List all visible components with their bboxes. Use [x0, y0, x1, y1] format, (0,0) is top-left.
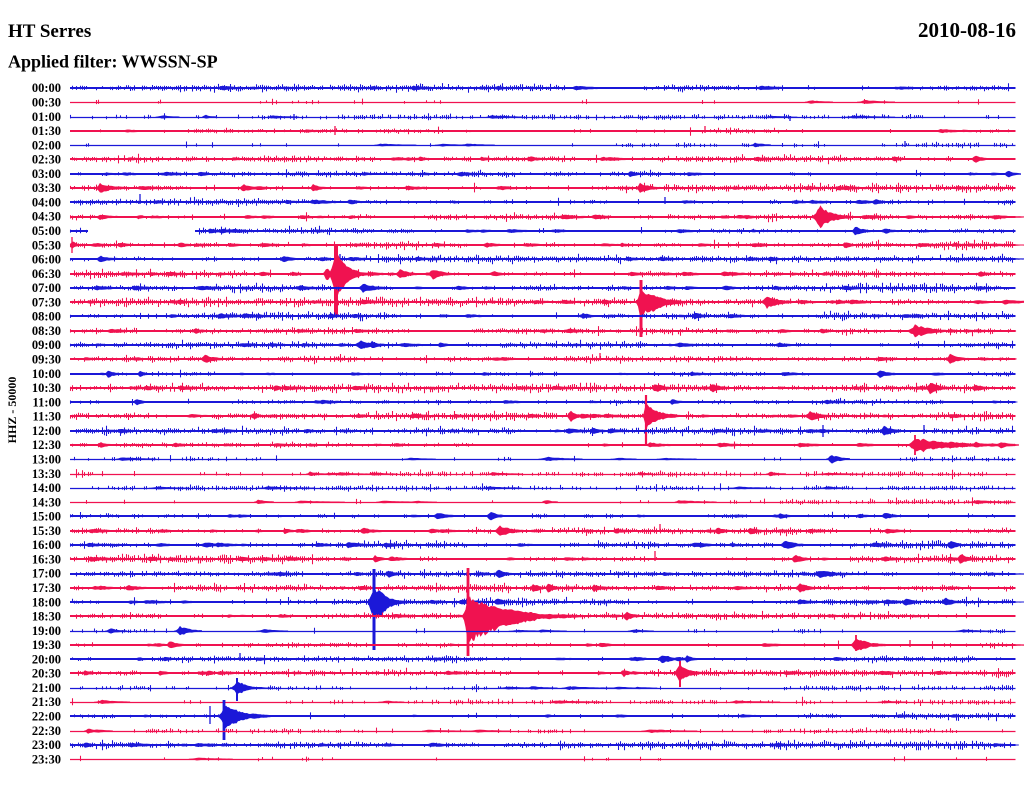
svg-text:06:30: 06:30 [32, 267, 61, 281]
svg-text:08:30: 08:30 [32, 324, 61, 338]
svg-text:22:30: 22:30 [32, 724, 61, 738]
svg-text:18:00: 18:00 [32, 595, 61, 609]
svg-text:10:00: 10:00 [32, 367, 61, 381]
svg-text:20:30: 20:30 [32, 667, 61, 681]
svg-text:23:30: 23:30 [32, 752, 61, 766]
svg-text:HT Serres: HT Serres [8, 21, 91, 42]
svg-text:19:30: 19:30 [32, 638, 61, 652]
svg-text:09:00: 09:00 [32, 338, 61, 352]
svg-text:12:00: 12:00 [32, 424, 61, 438]
svg-text:Applied filter: WWSSN-SP: Applied filter: WWSSN-SP [8, 52, 218, 72]
svg-text:15:00: 15:00 [32, 510, 61, 524]
svg-text:00:30: 00:30 [32, 96, 61, 110]
svg-text:05:00: 05:00 [32, 224, 61, 238]
svg-text:09:30: 09:30 [32, 353, 61, 367]
svg-text:08:00: 08:00 [32, 310, 61, 324]
svg-text:23:00: 23:00 [32, 738, 61, 752]
svg-text:13:00: 13:00 [32, 453, 61, 467]
svg-text:14:30: 14:30 [32, 495, 61, 509]
svg-text:20:00: 20:00 [32, 652, 61, 666]
svg-text:21:30: 21:30 [32, 695, 61, 709]
svg-text:17:30: 17:30 [32, 581, 61, 595]
svg-text:04:00: 04:00 [32, 195, 61, 209]
svg-text:16:00: 16:00 [32, 538, 61, 552]
svg-text:21:00: 21:00 [32, 681, 61, 695]
svg-text:18:30: 18:30 [32, 610, 61, 624]
svg-text:12:30: 12:30 [32, 438, 61, 452]
svg-text:05:30: 05:30 [32, 238, 61, 252]
svg-text:11:30: 11:30 [33, 410, 61, 424]
svg-text:13:30: 13:30 [32, 467, 61, 481]
svg-text:16:30: 16:30 [32, 552, 61, 566]
svg-text:11:00: 11:00 [33, 395, 61, 409]
svg-text:04:30: 04:30 [32, 210, 61, 224]
svg-text:HHZ - 50000: HHZ - 50000 [5, 377, 19, 444]
svg-text:02:30: 02:30 [32, 153, 61, 167]
svg-text:01:30: 01:30 [32, 124, 61, 138]
svg-text:03:00: 03:00 [32, 167, 61, 181]
svg-text:14:00: 14:00 [32, 481, 61, 495]
svg-text:22:00: 22:00 [32, 710, 61, 724]
svg-text:2010-08-16: 2010-08-16 [918, 18, 1016, 42]
svg-text:02:00: 02:00 [32, 138, 61, 152]
svg-text:07:00: 07:00 [32, 281, 61, 295]
svg-text:17:00: 17:00 [32, 567, 61, 581]
svg-text:06:00: 06:00 [32, 253, 61, 267]
svg-text:15:30: 15:30 [32, 524, 61, 538]
svg-text:10:30: 10:30 [32, 381, 61, 395]
svg-text:19:00: 19:00 [32, 624, 61, 638]
svg-text:07:30: 07:30 [32, 295, 61, 309]
svg-text:00:00: 00:00 [32, 81, 61, 95]
svg-text:01:00: 01:00 [32, 110, 61, 124]
svg-text:03:30: 03:30 [32, 181, 61, 195]
